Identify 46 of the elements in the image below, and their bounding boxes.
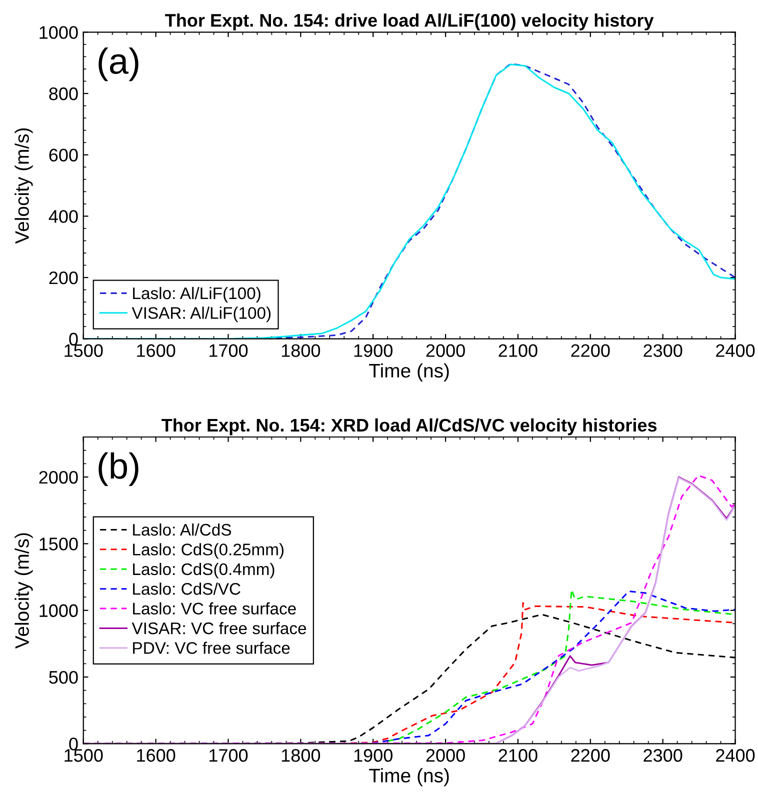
x-axis-title: Time (ns)	[369, 768, 449, 786]
y-axis-title: Velocity (m/s)	[14, 128, 33, 244]
x-tick-label: 1800	[282, 344, 320, 357]
y-tick-label: 0	[69, 738, 78, 750]
x-tick-label: 2200	[571, 344, 610, 357]
x-tick-label: 2300	[644, 344, 682, 357]
chart-title: Thor Expt. No. 154: drive load Al/LiF(100) velocity history	[165, 14, 654, 30]
x-tick-label: 2300	[644, 749, 682, 762]
x-tick-label: 2400	[716, 344, 755, 357]
x-tick-label: 1600	[137, 344, 176, 357]
legend-label: PDV: VC free surface	[133, 642, 290, 654]
y-tick-label: 0	[69, 332, 78, 346]
legend-label: Laslo: CdS/VC	[133, 582, 240, 595]
x-tick-label: 2400	[716, 749, 755, 762]
x-tick-label: 2000	[426, 344, 465, 357]
y-tick-label: 1000	[40, 26, 78, 39]
annotation: (a)	[98, 47, 138, 82]
x-tick-label: 1800	[282, 749, 320, 762]
y-tick-label: 200	[49, 271, 78, 284]
x-tick-label: 2100	[498, 749, 538, 762]
legend-label: Laslo: CdS(0.4mm)	[133, 562, 274, 578]
y-tick-label: 1500	[40, 538, 78, 550]
x-tick-label: 2100	[498, 344, 538, 357]
legend-label: Laslo: CdS(0.25mm)	[133, 543, 284, 559]
x-tick-label: 1900	[354, 749, 392, 762]
x-tick-label: 2000	[426, 749, 465, 762]
legend-label: Laslo: Al/CdS	[133, 523, 232, 536]
x-tick-label: 1600	[137, 749, 176, 762]
legend-label: VISAR: VC free surface	[132, 622, 306, 634]
y-axis-title: Velocity (m/s)	[14, 533, 33, 649]
y-tick-label: 2000	[39, 470, 78, 484]
y-tick-label: 800	[49, 87, 78, 100]
chart-title: Thor Expt. No. 154: XRD load Al/CdS/VC velocity histories	[162, 418, 657, 436]
x-tick-label: 1900	[354, 344, 392, 357]
x-tick-label: 2200	[571, 749, 610, 762]
y-tick-label: 500	[49, 670, 78, 684]
x-tick-label: 1700	[210, 749, 248, 762]
x-tick-label: 1700	[210, 344, 248, 357]
legend-label: VISAR: Al/LiF(100)	[132, 306, 271, 322]
legend-label: Laslo: VC free surface	[133, 602, 296, 615]
y-tick-label: 400	[48, 210, 78, 223]
x-axis-title: Time (ns)	[369, 363, 449, 382]
y-tick-label: 1000	[40, 604, 78, 618]
legend-label: Laslo: Al/LiF(100)	[133, 286, 260, 302]
annotation: (b)	[98, 452, 138, 486]
y-tick-label: 600	[49, 148, 78, 162]
